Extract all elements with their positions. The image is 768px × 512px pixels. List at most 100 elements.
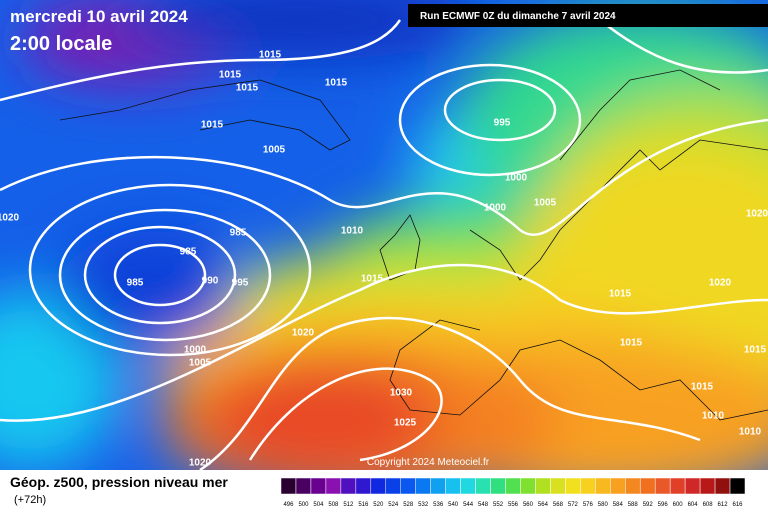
run-box	[408, 4, 768, 27]
isobar-label: 995	[232, 278, 249, 289]
scale-swatch	[520, 477, 536, 495]
scale-swatch	[639, 477, 656, 495]
isobar-label: 1015	[691, 382, 714, 393]
isobar-label: 1000	[184, 345, 207, 356]
scale-swatch	[310, 477, 327, 495]
coastlines	[59, 69, 768, 421]
isobar-label: 1015	[236, 83, 259, 94]
lead-time: (+72h)	[14, 494, 46, 506]
date: mercredi 10 avril 2024	[10, 7, 188, 26]
isobar-label: 1005	[534, 198, 557, 209]
scale-label: 504	[313, 502, 324, 508]
scale-swatch	[400, 477, 416, 495]
isobar-label: 985	[180, 247, 197, 258]
scale-swatch	[325, 477, 342, 495]
scale-swatch	[355, 477, 372, 495]
field: 1015 1015 1015 1015 1015 1005 995 1000 1000 1005 1…	[0, 0, 768, 470]
scale-swatch	[370, 477, 387, 495]
isobar-label: 1015	[201, 120, 224, 131]
isobar-label: 1000	[505, 173, 528, 184]
scale-label: 564	[538, 502, 549, 508]
scale-swatch	[610, 477, 626, 495]
scale-swatch	[415, 477, 431, 495]
scale-swatch	[565, 477, 581, 495]
scale-swatch	[280, 477, 297, 495]
scale-label: 604	[688, 502, 699, 508]
isobar-label: 1015	[620, 338, 643, 349]
scale-swatch	[340, 477, 357, 495]
isobar-label: 1030	[390, 388, 413, 399]
isobar-label: 1025	[394, 418, 417, 429]
isobar-label: 1015	[609, 289, 632, 300]
legend-title: Géop. z500, pression niveau mer	[10, 474, 228, 490]
scale-swatch	[445, 477, 461, 495]
scale-label: 500	[298, 502, 309, 508]
scale-swatch	[550, 477, 566, 495]
scale-label: 540	[448, 502, 459, 508]
scale-swatch	[684, 477, 701, 495]
isobar-label: 1010	[341, 226, 364, 237]
isobars	[0, 19, 768, 470]
isobar-label: 1005	[263, 145, 286, 156]
scale-label: 524	[388, 502, 399, 508]
scale-label: 560	[523, 502, 534, 508]
copyright: Copyright 2024 Meteociel.fr	[367, 457, 490, 468]
isobar-label: 1015	[361, 274, 384, 285]
isobar-label: 1010	[702, 411, 725, 422]
isobar-label: 1015	[325, 78, 348, 89]
isobar-label: 995	[494, 118, 511, 129]
scale-swatch	[490, 477, 506, 495]
scale-label: 568	[553, 502, 564, 508]
scale-swatch	[295, 477, 312, 495]
scale-swatch	[669, 477, 686, 495]
scale-label: 592	[643, 502, 654, 508]
scale-swatch	[460, 477, 476, 495]
scale-label: 572	[568, 502, 579, 508]
isobar-label: 1020	[189, 458, 212, 469]
isobar-label: 1020	[292, 328, 315, 339]
scale-label: 536	[433, 502, 444, 508]
isobar-label: 1005	[189, 358, 212, 369]
scale-label: 496	[283, 502, 294, 508]
scale-swatch	[475, 477, 491, 495]
scale-label: 608	[703, 502, 714, 508]
scale-label: 508	[328, 502, 339, 508]
scale-label: 552	[493, 502, 504, 508]
isobar-label: 1020	[746, 209, 768, 220]
color-scale: 496 500 504 508 512 516 520 524 528 532 536 540 544 5…	[280, 477, 746, 508]
scale-label: 512	[343, 502, 354, 508]
scale-label: 548	[478, 502, 489, 508]
scale-swatch	[699, 477, 716, 495]
scale-label: 600	[673, 502, 684, 508]
isobar-label: 1015	[744, 345, 767, 356]
isobar-label: 985	[230, 228, 247, 239]
scale-swatch	[505, 477, 521, 495]
scale-swatch	[714, 477, 731, 495]
scale-swatch	[580, 477, 596, 495]
scale-label: 576	[583, 502, 594, 508]
isobar-label: 1015	[219, 70, 242, 81]
scale-label: 612	[718, 502, 729, 508]
isobar-label: 1000	[484, 203, 507, 214]
scale-label: 532	[418, 502, 429, 508]
scale-label: 516	[358, 502, 369, 508]
isobar-label: 1015	[259, 50, 282, 61]
isobar-labels: 1015 1015 1015 1015 1015 1005 995 1000 1000 1005 1…	[0, 50, 768, 469]
scale-swatch	[595, 477, 611, 495]
scale-swatch	[385, 477, 401, 495]
scale-label: 544	[463, 502, 474, 508]
scale-label: 616	[733, 502, 744, 508]
scale-swatch	[729, 477, 746, 495]
scale-label: 584	[613, 502, 624, 508]
isobar-label: 985	[127, 278, 144, 289]
isobar-label: 1020	[0, 213, 20, 224]
scale-label: 556	[508, 502, 519, 508]
time: 2:00 locale	[10, 33, 112, 55]
scale-label: 528	[403, 502, 414, 508]
scale-label: 580	[598, 502, 609, 508]
scale-swatch	[535, 477, 551, 495]
scale-label: 520	[373, 502, 384, 508]
isobar-label: 990	[202, 276, 219, 287]
isobar-label: 1010	[739, 427, 762, 438]
